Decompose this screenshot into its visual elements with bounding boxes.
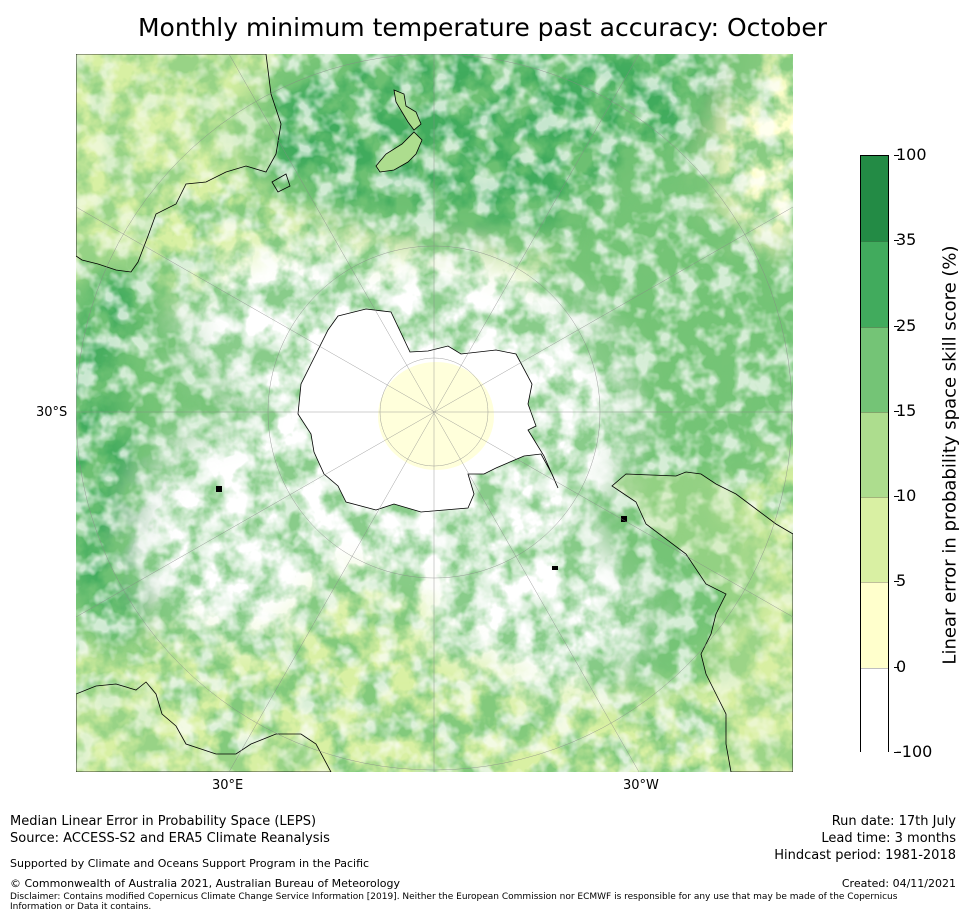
colorbar-tick-label: 100 — [894, 145, 927, 164]
lon-label-30e: 30°E — [212, 778, 244, 793]
colorbar-bin — [861, 411, 888, 498]
colorbar — [860, 155, 889, 753]
colorbar-bin — [861, 156, 888, 242]
colorbar-tick-label: 15 — [893, 400, 917, 420]
colorbar-tick-label: 10 — [893, 486, 917, 506]
africa — [76, 681, 332, 772]
footer-run-date: Run date: 17th July — [831, 814, 956, 829]
tasmania — [271, 173, 291, 193]
footer-source: Source: ACCESS-S2 and ERA5 Climate Reana… — [10, 831, 330, 846]
lat-label-30s: 30°S — [36, 405, 68, 420]
colorbar-tick-label: 35 — [893, 230, 917, 250]
new-zealand — [375, 89, 423, 173]
colorbar-bin — [861, 241, 888, 327]
footer-disclaimer: Disclaimer: Contains modified Copernicus… — [10, 892, 950, 912]
disclaimer-line-1: Disclaimer: Contains modified Copernicus… — [10, 892, 898, 902]
footer-lead-time: Lead time: 3 months — [821, 831, 956, 846]
south-america — [611, 471, 793, 772]
colorbar-bin — [861, 667, 888, 753]
polar-map[interactable] — [76, 54, 793, 772]
footer-supported: Supported by Climate and Oceans Support … — [10, 857, 370, 870]
colorbar-tick-label: 0 — [893, 656, 907, 676]
colorbar-bin — [861, 497, 888, 583]
colorbar-bin — [861, 326, 888, 412]
colorbar-bin — [861, 582, 888, 668]
footer-created: Created: 04/11/2021 — [841, 877, 956, 890]
footer-hindcast: Hindcast period: 1981-2018 — [774, 848, 956, 863]
australia — [76, 54, 282, 273]
colorbar-tick-label: -100 — [893, 742, 933, 761]
chart-title: Monthly minimum temperature past accurac… — [137, 13, 828, 42]
footer-leps: Median Linear Error in Probability Space… — [10, 814, 317, 829]
footer-copyright: © Commonwealth of Australia 2021, Austra… — [10, 877, 400, 890]
graticule — [76, 54, 793, 772]
colorbar-label: Linear error in probability space skill … — [939, 245, 961, 665]
colorbar-tick-label: 25 — [893, 315, 917, 335]
skill-map-svg — [76, 54, 793, 772]
colorbar-tick-label: 5 — [893, 571, 907, 591]
disclaimer-line-2: Information or Data it contains. — [10, 902, 152, 912]
lon-label-30w: 30°W — [623, 778, 659, 793]
